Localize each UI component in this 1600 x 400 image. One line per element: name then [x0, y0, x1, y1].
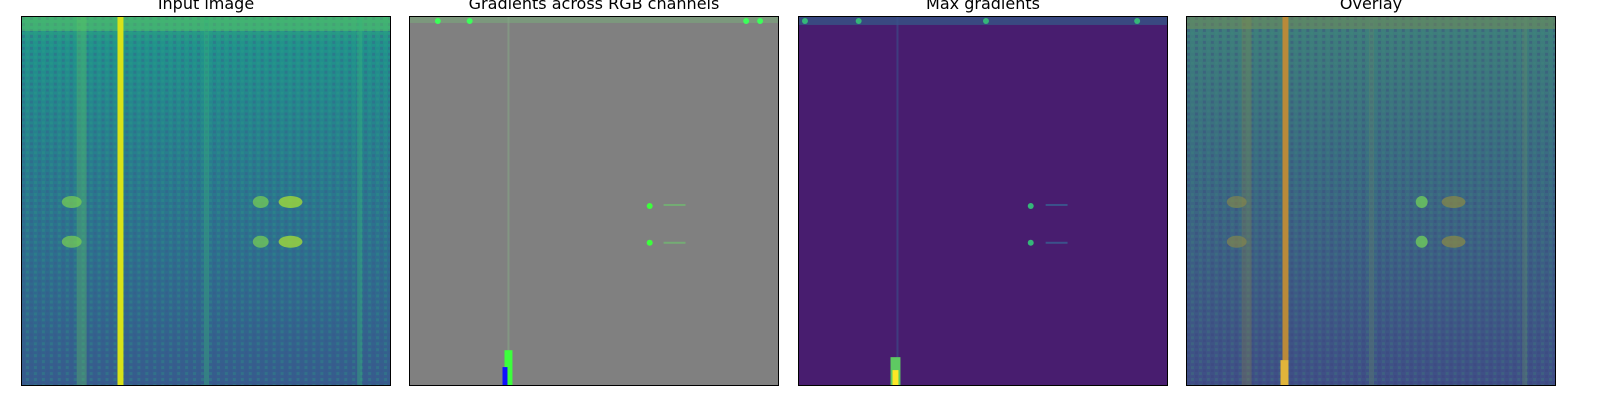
panel-title: Gradients across RGB channels — [468, 0, 720, 13]
panel-max-gradients: Max gradients — [798, 0, 1168, 400]
overlay-image — [1186, 16, 1556, 386]
panel-input-image: Input image — [21, 0, 391, 400]
panel-overlay: Overlay — [1186, 0, 1556, 400]
max-gradients-image — [798, 16, 1168, 386]
panel-title: Input image — [157, 0, 255, 13]
input-image — [21, 16, 391, 386]
gradients-rgb-image — [409, 16, 779, 386]
panel-title: Overlay — [1339, 0, 1403, 13]
panel-gradients-rgb: Gradients across RGB channels — [409, 0, 779, 400]
panel-title: Max gradients — [926, 0, 1040, 13]
